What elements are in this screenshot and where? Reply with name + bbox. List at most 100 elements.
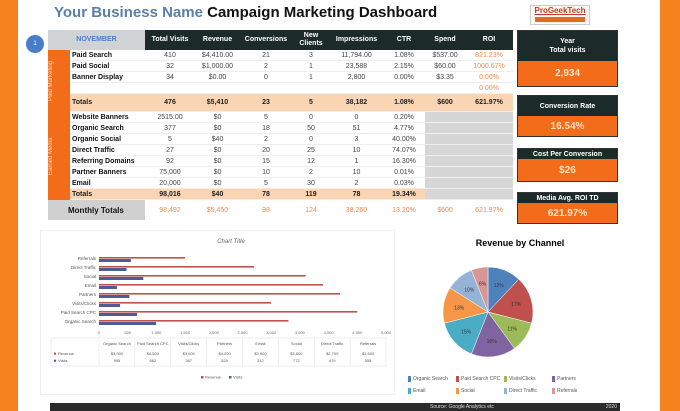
page-badge[interactable]: 1 — [26, 35, 44, 53]
row-label: Paid Search — [72, 51, 113, 59]
bar-revenue — [99, 257, 186, 259]
footer-bar: Source: Google Analytics etc 2020 — [50, 403, 620, 411]
business-name: Your Business Name — [54, 4, 203, 21]
table-row: Paid Search 410 $4,410.00 21 3 11,794.00 1.08%… — [70, 50, 513, 61]
month-selector[interactable]: NOVEMBER — [48, 30, 145, 50]
table-cell: $40 — [211, 135, 224, 143]
table-cell: 50 — [307, 124, 315, 132]
data-table-value: $4,200 — [218, 351, 231, 356]
table-cell: 0 — [264, 73, 268, 81]
section-label: Earned Media — [48, 112, 70, 200]
table-cell: $40 — [211, 190, 224, 198]
table-cell: 21 — [262, 51, 270, 59]
x-tick-label: 0 — [98, 330, 101, 335]
row-label: Partner Banners — [72, 168, 127, 176]
table-row: Website Banners 2515.00 $0 5 0 0 0.20% — [70, 112, 513, 123]
column-header: CTR — [396, 36, 412, 43]
table-cell: 2 — [264, 135, 268, 143]
table-cell: $0.00 — [208, 73, 227, 81]
table-cell: 621.97% — [475, 99, 503, 106]
pie-slice — [487, 278, 534, 324]
table-cell: 20,000 — [159, 179, 181, 187]
table-cell: 1.08% — [394, 99, 414, 106]
table-cell: 18 — [262, 124, 270, 132]
empty-cell — [465, 134, 513, 144]
table-cell: 0 — [309, 135, 313, 143]
table-cell: 78 — [262, 190, 270, 198]
empty-cell — [465, 178, 513, 188]
table-row: Organic Search 377 $0 18 50 51 4.77% — [70, 123, 513, 134]
table-cell: 621.97% — [475, 206, 503, 214]
table-cell: 98,016 — [159, 190, 181, 198]
data-table-header: Social — [291, 341, 302, 346]
bar-visits — [99, 277, 144, 280]
pie-label: 17% — [511, 302, 522, 308]
table-cell: 74.07% — [392, 146, 416, 154]
row-label: Referring Domains — [72, 157, 135, 165]
table-cell: 11,794.00 — [341, 51, 372, 59]
table-cell: 34 — [166, 73, 174, 81]
table-cell: 0 — [354, 113, 359, 121]
data-table-value: $3,000 — [183, 351, 196, 356]
legend-item: Social — [456, 388, 475, 394]
kpi-value: $26 — [518, 159, 617, 181]
table-cell: $60.00 — [434, 62, 456, 70]
kpi-label: Conversion Rate — [518, 96, 617, 116]
legend-item: Organic Search — [408, 376, 448, 382]
table-cell: 1 — [354, 157, 359, 165]
empty-cell — [425, 123, 465, 133]
empty-cell — [465, 123, 513, 133]
category-label: Organic Search — [65, 319, 97, 324]
data-table-value: 367 — [185, 358, 192, 363]
empty-cell — [425, 134, 465, 144]
table-cell: 5 — [264, 179, 268, 187]
data-table-value: 662 — [149, 358, 156, 363]
row-label: Direct Traffic — [72, 146, 115, 154]
table-cell: 0.00% — [479, 84, 499, 92]
pie-label: 12% — [494, 283, 505, 289]
pie-label: 16% — [487, 339, 498, 345]
footer-year: 2020 — [605, 404, 617, 410]
table-cell: 5 — [309, 99, 313, 106]
table-cell: 0.20% — [394, 113, 414, 121]
table-row: Paid Social 32 $1,000.00 2 1 23,588 2.15% $60.0… — [70, 61, 513, 72]
x-tick-label: 4,500 — [352, 330, 363, 335]
table-cell: 0.00% — [394, 73, 414, 81]
pie-title: Revenue by Channel — [475, 238, 565, 248]
data-table — [50, 337, 387, 367]
bar-revenue — [99, 266, 254, 268]
table-cell: 32 — [166, 62, 174, 70]
table-cell: 0.03% — [394, 179, 414, 187]
logo-text: ProGeekTech — [534, 6, 586, 15]
table-cell: 98,492 — [159, 206, 181, 214]
legend-item: Partners — [552, 376, 576, 382]
data-table-header: Visits/Clicks — [178, 341, 199, 346]
table-row: Organic Social 5 $40 2 0 3 40.00% — [70, 134, 513, 145]
table-row: Partner Banners 75,000 $0 10 2 10 0.01% — [70, 167, 513, 178]
legend-item: Direct Traffic — [504, 388, 537, 394]
table-row: Banner Display 34 $0.00 0 1 2,800 0.00% $3.35 0.… — [70, 72, 513, 83]
bar-revenue — [99, 320, 289, 322]
section-label: Paid Marketing — [48, 50, 70, 112]
table-cell: 1000.67% — [473, 62, 505, 70]
table-cell: $0 — [213, 168, 222, 176]
table-row: Referring Domains 92 $0 15 12 1 16.30% — [70, 156, 513, 167]
logo: ProGeekTech — [530, 5, 590, 25]
empty-cell — [465, 156, 513, 166]
x-tick-label: 1,500 — [180, 330, 191, 335]
column-header: ROI — [482, 36, 496, 43]
table-cell: 10 — [262, 168, 270, 176]
data-table-header: Referrals — [360, 341, 376, 346]
legend-marker — [229, 376, 232, 379]
column-header: New Clients — [299, 32, 323, 47]
totals-row: Totals 476 $5,410 23 5 38,182 1.08% $600 621.97% — [70, 94, 513, 112]
legend-item: Paid Search CPC — [456, 376, 500, 382]
row-label: Organic Search — [72, 124, 124, 132]
section-paid: Paid Marketing Paid Search 410 $4,410.00 21 3… — [48, 50, 513, 112]
row-label: Monthly Totals — [48, 200, 145, 220]
bar-revenue — [99, 284, 323, 286]
category-label: Social — [84, 274, 96, 279]
column-header: Total Visits — [151, 36, 189, 43]
data-table-value: $3,600 — [290, 351, 303, 356]
row-label: Paid Social — [72, 62, 110, 70]
